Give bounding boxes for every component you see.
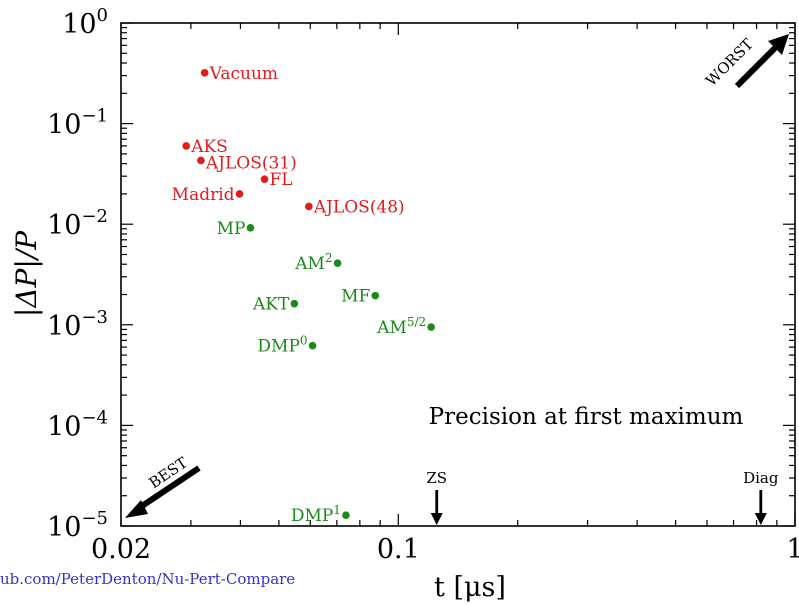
arrow-markers: ZS Diag (426, 469, 779, 525)
x-tick-labels: 0.02 0.1 1 (91, 534, 799, 565)
point-label: MP (217, 219, 246, 239)
worst-arrow-head (768, 34, 789, 55)
data-point (197, 156, 205, 165)
y-tick-labels: 100 10−1 10−2 10−3 10−4 10−5 (47, 5, 108, 543)
data-point (305, 202, 313, 211)
point-label: AM5/2 (376, 315, 426, 338)
point-label: DMP1 (291, 503, 341, 526)
data-point (342, 511, 350, 520)
plot-frame (120, 22, 796, 527)
marker-label: ZS (426, 469, 447, 487)
y-tick-label: 10−5 (47, 508, 108, 543)
y-tick-label: 10−1 (47, 106, 108, 141)
point-label: AM2 (294, 251, 332, 274)
x-axis-label: t [μs] (434, 572, 506, 603)
worst-arrow-shaft (734, 43, 780, 89)
data-point (200, 68, 209, 77)
y-tick-label: 100 (62, 5, 108, 40)
data-point (427, 323, 435, 331)
data-point (260, 175, 269, 184)
point-label: AKT (252, 295, 290, 315)
point-label: Madrid (172, 185, 235, 205)
point-label: AJLOS(48) (313, 197, 405, 217)
ticks (120, 22, 796, 527)
data-point (308, 341, 317, 350)
footer-link[interactable]: ub.com/PeterDenton/Nu-Pert-Compare (0, 570, 295, 588)
data-point (246, 224, 255, 232)
y-tick-label: 10−4 (47, 407, 108, 442)
data-point (333, 259, 342, 267)
y-tick-label: 10−3 (47, 307, 108, 342)
annotation-text: Precision at first maximum (429, 404, 744, 430)
y-axis-label: |ΔP|/P (10, 230, 43, 317)
point-label: FL (270, 170, 293, 190)
marker-label: Diag (743, 469, 779, 487)
data-point (290, 299, 299, 308)
point-label: Vacuum (209, 64, 278, 84)
best-arrow-head (125, 500, 148, 518)
best-arrow-shaft (137, 465, 201, 511)
point-label: MF (341, 287, 370, 307)
x-tick-label: 1 (786, 534, 799, 565)
x-tick-label: 0.02 (91, 534, 151, 565)
data-point (182, 142, 191, 150)
data-point (371, 291, 380, 300)
point-label: DMP0 (257, 334, 307, 357)
x-tick-label: 0.1 (377, 534, 420, 565)
worst-label: WORST (702, 35, 757, 90)
point-label: AJLOS(31) (205, 153, 297, 173)
point-label: AKS (190, 137, 228, 157)
marker-arrow-head (754, 513, 767, 525)
data-point (235, 190, 244, 198)
y-tick-label: 10−2 (47, 206, 108, 241)
marker-arrow-head (430, 513, 443, 525)
